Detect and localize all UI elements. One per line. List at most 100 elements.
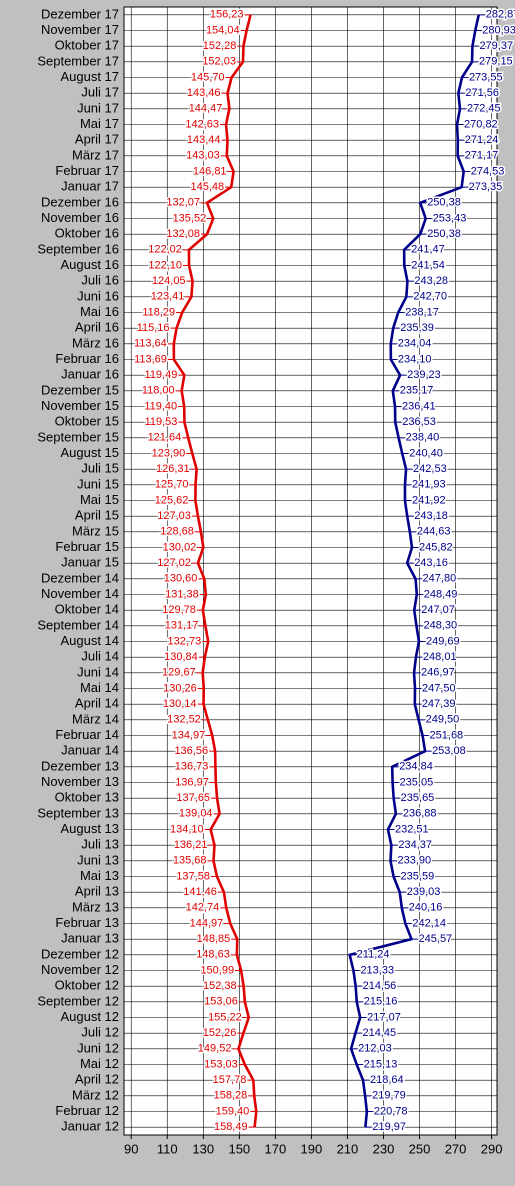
data-label: 235,17 bbox=[400, 385, 434, 397]
data-label: 238,40 bbox=[406, 432, 440, 444]
y-tick-label: Mai 13 bbox=[80, 868, 119, 883]
data-label: 234,37 bbox=[398, 839, 432, 851]
data-label: 212,03 bbox=[358, 1043, 392, 1055]
data-label: 235,05 bbox=[400, 776, 434, 788]
data-label: 245,57 bbox=[419, 933, 453, 945]
data-label: 234,04 bbox=[398, 338, 432, 350]
x-tick-label: 190 bbox=[301, 1141, 323, 1156]
data-label: 127,02 bbox=[157, 557, 191, 569]
data-label: 250,38 bbox=[427, 197, 461, 209]
y-tick-label: Juli 13 bbox=[81, 837, 119, 852]
data-label: 115,16 bbox=[137, 322, 170, 334]
y-tick-label: August 17 bbox=[60, 69, 119, 84]
data-label: 234,10 bbox=[398, 353, 432, 365]
x-tick-label: 130 bbox=[192, 1141, 214, 1156]
y-tick-label: März 13 bbox=[72, 899, 119, 914]
data-label: 131,17 bbox=[165, 620, 199, 632]
y-tick-label: März 12 bbox=[72, 1087, 119, 1102]
data-label: 142,74 bbox=[186, 902, 220, 914]
data-label: 250,38 bbox=[427, 228, 461, 240]
y-tick-label: Juli 12 bbox=[81, 1025, 119, 1040]
y-tick-label: Oktober 17 bbox=[55, 38, 119, 53]
y-tick-label: September 15 bbox=[37, 429, 119, 444]
data-label: 130,14 bbox=[163, 698, 197, 710]
data-label: 243,18 bbox=[414, 510, 448, 522]
y-tick-label: Juni 14 bbox=[77, 664, 119, 679]
y-tick-label: August 16 bbox=[60, 257, 119, 272]
data-label: 131,38 bbox=[165, 588, 199, 600]
data-label: 215,13 bbox=[364, 1058, 398, 1070]
y-tick-label: Januar 14 bbox=[61, 743, 119, 758]
data-label: 144,97 bbox=[190, 917, 224, 929]
y-tick-label: Januar 16 bbox=[61, 367, 119, 382]
data-label: 159,40 bbox=[216, 1105, 250, 1117]
data-label: 280,93 bbox=[482, 24, 515, 36]
data-label: 214,56 bbox=[363, 980, 397, 992]
y-tick-label: Dezember 15 bbox=[41, 382, 119, 397]
data-label: 234,84 bbox=[399, 761, 433, 773]
y-tick-label: März 17 bbox=[72, 147, 119, 162]
data-label: 249,69 bbox=[426, 635, 460, 647]
y-tick-label: Dezember 16 bbox=[41, 194, 119, 209]
data-label: 214,45 bbox=[362, 1027, 396, 1039]
data-label: 244,63 bbox=[417, 526, 451, 538]
data-label: 158,49 bbox=[214, 1121, 248, 1133]
y-tick-label: September 13 bbox=[37, 805, 119, 820]
data-label: 142,63 bbox=[185, 118, 219, 130]
data-label: 130,60 bbox=[164, 573, 198, 585]
data-label: 243,16 bbox=[414, 557, 448, 569]
data-label: 139,04 bbox=[179, 808, 213, 820]
data-label: 119,40 bbox=[144, 400, 177, 412]
y-tick-label: Juli 15 bbox=[81, 461, 119, 476]
data-label: 279,37 bbox=[479, 40, 513, 52]
y-tick-label: Oktober 13 bbox=[55, 790, 119, 805]
data-label: 155,22 bbox=[208, 1011, 242, 1023]
data-label: 251,68 bbox=[430, 729, 464, 741]
data-label: 126,31 bbox=[156, 463, 190, 475]
data-label: 241,47 bbox=[411, 244, 445, 256]
y-tick-label: Mai 16 bbox=[80, 304, 119, 319]
data-label: 148,63 bbox=[196, 949, 230, 961]
data-label: 272,45 bbox=[467, 103, 501, 115]
data-label: 247,39 bbox=[422, 698, 456, 710]
data-label: 220,78 bbox=[374, 1105, 408, 1117]
data-label: 219,79 bbox=[372, 1090, 406, 1102]
y-tick-label: November 16 bbox=[41, 210, 119, 225]
data-label: 217,07 bbox=[367, 1011, 401, 1023]
data-label: 136,56 bbox=[174, 745, 208, 757]
data-label: 134,97 bbox=[172, 729, 206, 741]
y-tick-label: Juli 16 bbox=[81, 273, 119, 288]
data-label: 143,46 bbox=[187, 87, 221, 99]
data-label: 211,24 bbox=[357, 949, 390, 961]
y-tick-label: Februar 14 bbox=[55, 727, 119, 742]
data-label: 236,88 bbox=[403, 808, 437, 820]
data-label: 157,78 bbox=[213, 1074, 247, 1086]
data-label: 253,08 bbox=[432, 745, 466, 757]
data-label: 158,28 bbox=[214, 1090, 248, 1102]
data-label: 136,73 bbox=[175, 761, 209, 773]
data-label: 152,28 bbox=[203, 40, 237, 52]
y-tick-label: Dezember 17 bbox=[41, 6, 119, 21]
y-tick-label: November 12 bbox=[41, 962, 119, 977]
x-tick-label: 150 bbox=[228, 1141, 250, 1156]
data-label: 154,04 bbox=[206, 24, 240, 36]
data-label: 113,64 bbox=[134, 338, 167, 350]
data-label: 235,39 bbox=[400, 322, 434, 334]
y-tick-label: März 15 bbox=[72, 523, 119, 538]
y-tick-label: Juli 14 bbox=[81, 649, 119, 664]
data-label: 135,52 bbox=[173, 212, 207, 224]
y-tick-label: März 14 bbox=[72, 711, 119, 726]
data-label: 235,59 bbox=[401, 870, 435, 882]
data-label: 153,03 bbox=[204, 1058, 238, 1070]
y-tick-label: Februar 12 bbox=[55, 1103, 119, 1118]
series-line bbox=[348, 14, 481, 1128]
data-label: 246,97 bbox=[421, 667, 455, 679]
y-tick-label: April 13 bbox=[75, 884, 119, 899]
y-tick-label: November 17 bbox=[41, 22, 119, 37]
y-tick-label: November 14 bbox=[41, 586, 119, 601]
y-tick-label: Dezember 12 bbox=[41, 946, 119, 961]
data-label: 130,02 bbox=[163, 541, 197, 553]
data-label: 243,28 bbox=[414, 275, 448, 287]
data-label: 130,26 bbox=[163, 682, 197, 694]
